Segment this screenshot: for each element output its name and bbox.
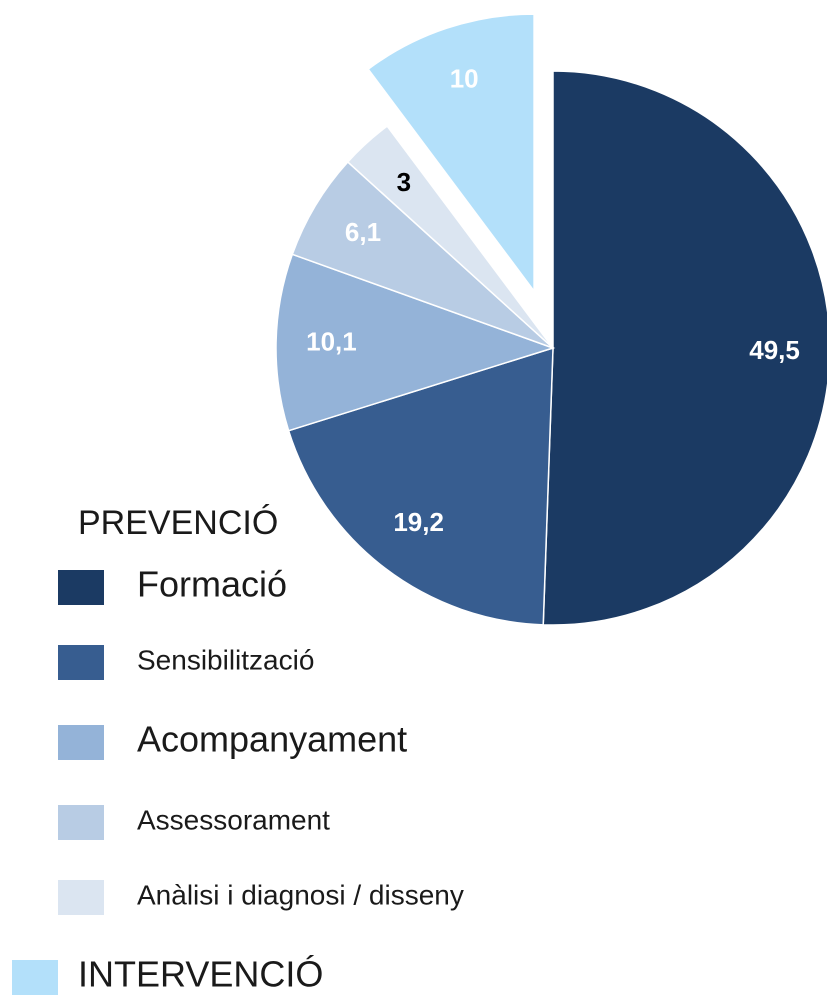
pie-slice [542, 70, 827, 626]
pie-slice [346, 125, 554, 349]
pie-slice [275, 253, 556, 432]
legend-swatch [58, 725, 104, 760]
slice-label: 10,1 [306, 326, 357, 356]
pie-slice [367, 13, 535, 294]
legend-swatch [58, 805, 104, 840]
slice-label: 3 [397, 167, 411, 197]
legend-swatch [58, 570, 104, 605]
legend-swatch [12, 960, 58, 995]
legend-swatch [58, 880, 104, 915]
slice-label: 10 [450, 64, 479, 94]
slice-label: 19,2 [393, 507, 444, 537]
legend-label: INTERVENCIÓ [78, 954, 323, 995]
legend-label: Acompanyament [137, 719, 407, 760]
legend-label: Anàlisi i diagnosi / disseny [137, 879, 464, 910]
slice-label: 6,1 [345, 217, 381, 247]
pie-slice [287, 346, 554, 626]
legend-swatch [58, 645, 104, 680]
slice-label: 49,5 [749, 335, 800, 365]
legend-label: Sensibilització [137, 644, 314, 675]
legend-label: Formació [137, 564, 287, 605]
legend-group-title: PREVENCIÓ [78, 504, 278, 542]
legend-label: Assessorament [137, 804, 330, 835]
